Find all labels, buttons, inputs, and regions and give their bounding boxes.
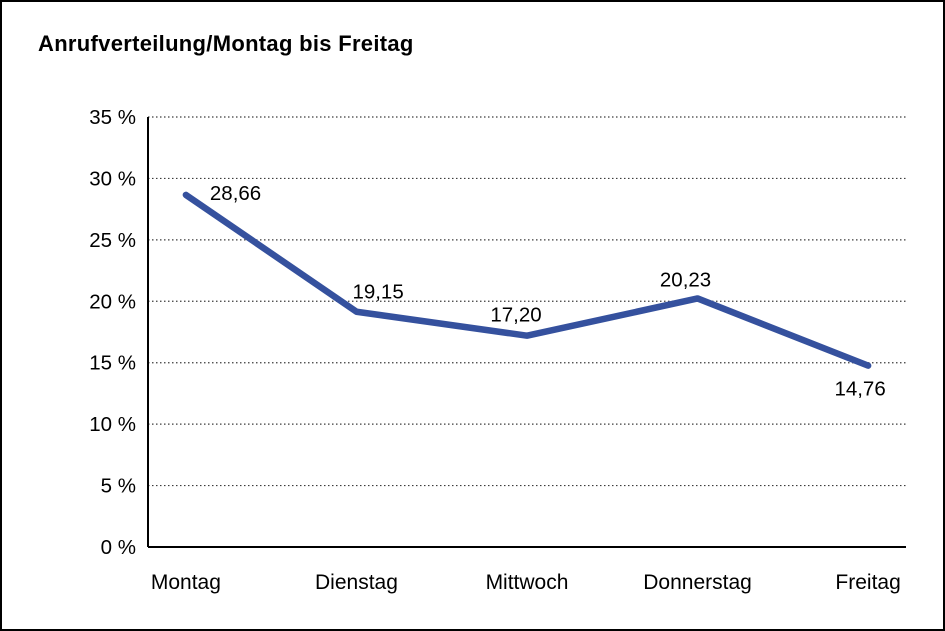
data-point-label: 19,15 [352,281,403,304]
x-category-label: Donnerstag [643,571,752,594]
data-point-label: 14,76 [834,378,885,401]
y-tick-label: 30 % [89,167,136,190]
y-tick-label: 25 % [89,229,136,252]
x-category-label: Mittwoch [486,571,569,594]
y-tick-label: 5 % [101,475,136,498]
x-category-label: Montag [151,571,221,594]
x-category-label: Freitag [835,571,900,594]
data-line [182,191,872,369]
y-tick-label: 20 % [89,290,136,313]
y-tick-label: 0 % [101,536,136,559]
data-point-label: 17,20 [490,304,541,327]
y-tick-label: 35 % [89,106,136,129]
y-tick-label: 15 % [89,352,136,375]
data-point-label: 20,23 [660,268,711,291]
x-category-label: Dienstag [315,571,398,594]
y-tick-label: 10 % [89,413,136,436]
data-point-label: 28,66 [210,182,261,205]
chart-title: Anrufverteilung/Montag bis Freitag [38,31,414,56]
